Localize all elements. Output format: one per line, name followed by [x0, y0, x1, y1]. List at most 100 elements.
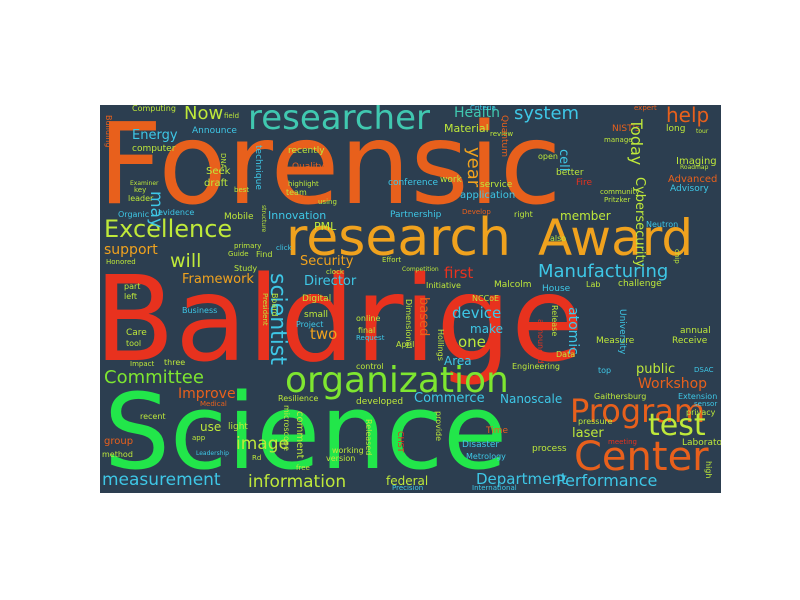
word: app	[192, 434, 206, 442]
word: Malcolm	[494, 280, 532, 290]
word: Released	[364, 419, 373, 456]
word: team	[286, 188, 307, 197]
word: will	[170, 250, 202, 272]
word: image	[236, 434, 289, 454]
word: Fire	[576, 178, 593, 188]
word: Announce	[192, 126, 237, 136]
word: Examiner	[130, 180, 159, 187]
word: Health	[454, 105, 500, 121]
word: final	[358, 326, 376, 335]
word: Medical	[200, 400, 227, 408]
word: work	[440, 175, 462, 185]
word: Cybersecurity	[632, 177, 647, 268]
word: review	[490, 130, 514, 138]
word: Committee	[104, 367, 204, 388]
word: NIST's	[612, 124, 640, 134]
word: Building	[104, 115, 113, 148]
word: atomic	[565, 307, 581, 355]
word: President	[261, 293, 269, 326]
word: Engineering	[512, 362, 560, 371]
word: DNA	[219, 153, 227, 169]
word: three	[164, 358, 186, 367]
word: expert	[634, 105, 657, 112]
word: primary	[234, 242, 262, 250]
word: Measure	[596, 336, 635, 346]
word: researcher	[248, 105, 430, 138]
word: structure	[260, 205, 267, 233]
word: Request	[356, 334, 385, 342]
word: Mobile	[224, 212, 254, 222]
word: Program	[570, 392, 706, 430]
word: Partnership	[390, 210, 442, 220]
word: Computing	[132, 105, 176, 113]
word: highlight	[288, 180, 319, 188]
word: working	[332, 446, 364, 455]
word: Director	[304, 274, 357, 289]
word: Imaging	[676, 156, 717, 167]
word: support	[104, 242, 158, 258]
word: Develop	[462, 208, 491, 216]
word: Commerce	[414, 391, 485, 406]
word: first	[444, 264, 474, 282]
word: computer	[132, 144, 176, 154]
word: Area	[444, 354, 472, 368]
word: University	[617, 309, 627, 355]
word: privacy	[686, 408, 716, 417]
word: Care	[126, 328, 147, 338]
word: measurement	[102, 470, 221, 490]
word: Competition	[402, 266, 439, 273]
word: year	[463, 147, 484, 188]
word: best	[234, 186, 250, 194]
word: online	[356, 314, 381, 323]
word: Effort	[382, 256, 402, 264]
word: Laboratory	[682, 438, 721, 448]
word: Material	[444, 122, 489, 135]
word: application	[460, 190, 516, 201]
word: conference	[388, 178, 439, 188]
word: sensor	[694, 400, 718, 408]
word: Metrology	[466, 452, 506, 461]
word: better	[556, 168, 584, 178]
word: recently	[288, 146, 325, 156]
word: chip	[673, 249, 681, 264]
word: free	[296, 464, 310, 472]
word: Energy	[132, 128, 178, 143]
word: Roadmap	[680, 164, 709, 171]
word: pressure	[578, 417, 613, 426]
word: small	[304, 310, 328, 320]
word: Now	[184, 105, 224, 124]
word: click	[276, 244, 292, 252]
word: International	[472, 484, 517, 492]
word: Criteria	[470, 105, 496, 112]
word: Department	[476, 470, 567, 488]
word: provide	[434, 411, 443, 442]
word: leader	[128, 194, 154, 203]
word: Framework	[182, 272, 254, 287]
word: Manufacturing	[538, 261, 669, 282]
word: Precision	[392, 484, 424, 492]
word: version	[326, 454, 356, 463]
word: federal	[386, 474, 429, 488]
word: left	[124, 292, 137, 301]
word: laser	[572, 426, 604, 441]
word: evidence	[158, 208, 195, 217]
word: Organic	[118, 210, 150, 219]
word: Find	[256, 250, 273, 259]
word: clock	[326, 268, 344, 276]
word: Gaithersburg	[594, 392, 647, 401]
word-cloud: Forensic Baldrige Science research Award…	[100, 105, 721, 493]
word: Release	[550, 305, 559, 337]
word: process	[532, 444, 567, 454]
word: Extension	[678, 392, 718, 401]
word: research	[286, 208, 511, 268]
word: Project	[296, 320, 324, 329]
word: draft	[204, 178, 228, 189]
word: high	[704, 461, 713, 479]
word: tool	[126, 339, 142, 348]
word: challenge	[618, 279, 662, 289]
word: Receive	[672, 336, 708, 346]
word: recent	[140, 412, 166, 421]
word: community	[600, 188, 640, 196]
word: Center	[574, 434, 709, 480]
word: Impact	[130, 360, 155, 368]
